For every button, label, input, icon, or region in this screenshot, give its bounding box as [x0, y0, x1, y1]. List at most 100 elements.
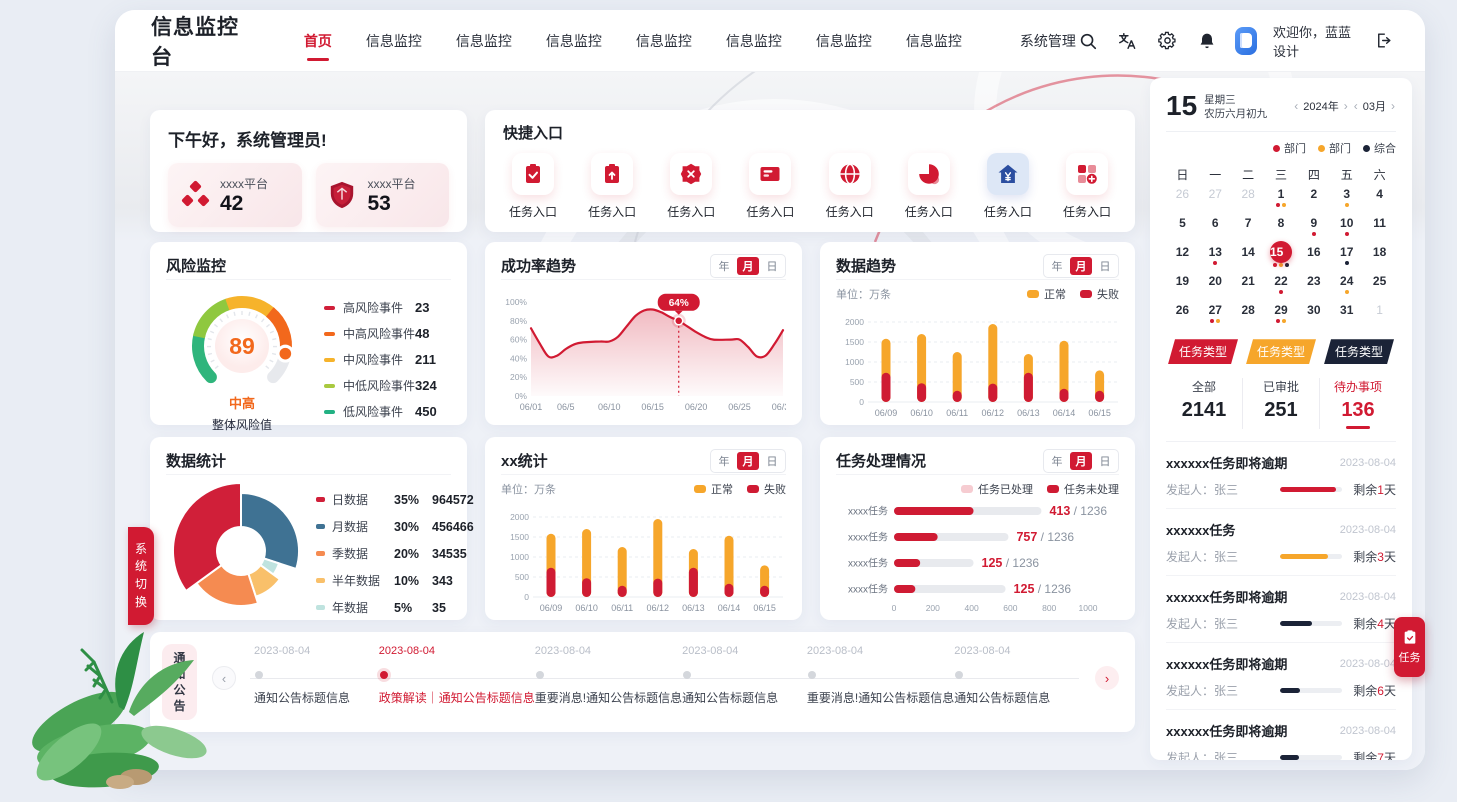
quick-entry-1[interactable]: 任务入口 [588, 153, 636, 220]
toggle-日[interactable]: 日 [766, 260, 778, 273]
search-icon[interactable] [1076, 26, 1100, 56]
calendar-cell-18[interactable]: 18 [1372, 245, 1387, 260]
year-prev-icon[interactable]: ‹ [1294, 99, 1299, 113]
stat-0[interactable]: 全部 2141 [1181, 380, 1227, 422]
toggle-日[interactable]: 日 [1099, 455, 1111, 468]
notice-item-4[interactable]: 2023-08-04 重要消息!通知公告标题信息 [807, 645, 954, 706]
todo-task-2[interactable]: xxxxxx任务即将逾期 2023-08-04 发起人：张三 剩余4天 [1166, 576, 1396, 644]
todo-task-3[interactable]: xxxxxx任务即将逾期 2023-08-04 发起人：张三 剩余6天 [1166, 643, 1396, 711]
calendar-cell-1[interactable]: 1 [1376, 303, 1383, 318]
settings-gear-icon[interactable] [1155, 26, 1179, 56]
toggle-年[interactable]: 年 [718, 455, 730, 468]
calendar-cell-16[interactable]: 16 [1307, 245, 1321, 260]
calendar-cell-14[interactable]: 14 [1241, 245, 1255, 260]
platform-card-1[interactable]: xxxx平台 53 [315, 163, 449, 227]
calendar-cell-30[interactable]: 30 [1307, 303, 1321, 318]
nav-item-4[interactable]: 信息监控 [635, 32, 692, 49]
notice-item-3[interactable]: 2023-08-04 通知公告标题信息 [682, 645, 807, 706]
calendar-cell-29[interactable]: 29 [1265, 302, 1298, 331]
calendar-cell-25[interactable]: 25 [1372, 274, 1387, 289]
calendar-cell-9[interactable]: 9 [1297, 215, 1330, 244]
translate-icon[interactable] [1116, 26, 1140, 56]
calendar-cell-5[interactable]: 5 [1179, 216, 1186, 231]
calendar-cell-2[interactable]: 2 [1310, 187, 1318, 202]
toggle-月[interactable]: 月 [737, 451, 759, 470]
system-switch-tab[interactable]: 系统切换 [128, 527, 154, 625]
calendar-cell-3[interactable]: 3 [1330, 186, 1363, 215]
notice-next-button[interactable]: › [1095, 666, 1119, 690]
calendar-cell-31[interactable]: 31 [1340, 303, 1354, 318]
quick-entry-3[interactable]: 任务入口 [746, 153, 794, 220]
calendar-cell-17[interactable]: 17 [1330, 244, 1363, 273]
toggle-年[interactable]: 年 [1051, 260, 1063, 273]
month-prev-icon[interactable]: ‹ [1353, 99, 1358, 113]
calendar-cell-13[interactable]: 13 [1199, 244, 1232, 273]
quick-entry-6[interactable]: 任务入口 [984, 153, 1032, 220]
calendar-cell-26[interactable]: 26 [1175, 303, 1190, 318]
quick-entry-4[interactable]: 任务入口 [826, 153, 874, 220]
todo-task-0[interactable]: xxxxxx任务即将逾期 2023-08-04 发起人：张三 剩余1天 [1166, 442, 1396, 510]
bell-icon[interactable] [1195, 26, 1219, 56]
calendar-cell-22[interactable]: 22 [1265, 273, 1298, 302]
notice-item-2[interactable]: 2023-08-04 重要消息!通知公告标题信息 [535, 645, 682, 706]
shield-icon [328, 180, 358, 210]
calendar-cell-23[interactable]: 23 [1307, 274, 1321, 289]
calendar-month[interactable]: 03月 [1362, 101, 1386, 113]
calendar-cell-27[interactable]: 27 [1208, 187, 1222, 202]
quick-entry-5[interactable]: 任务入口 [905, 153, 953, 220]
calendar-cell-6[interactable]: 6 [1211, 216, 1219, 231]
nav-item-8[interactable]: 系统管理 [1019, 32, 1076, 49]
nav-item-1[interactable]: 信息监控 [365, 32, 422, 49]
task-float-button[interactable]: 任务 [1394, 617, 1425, 677]
quick-entry-7[interactable]: 任务入口 [1063, 153, 1111, 220]
calendar-cell-1[interactable]: 1 [1265, 186, 1298, 215]
calendar-year[interactable]: 2024年 [1303, 101, 1339, 113]
calendar-cell-12[interactable]: 12 [1175, 245, 1190, 260]
calendar-cell-4[interactable]: 4 [1376, 187, 1383, 202]
toggle-日[interactable]: 日 [766, 455, 778, 468]
calendar-cell-10[interactable]: 10 [1330, 215, 1363, 244]
user-avatar[interactable] [1234, 26, 1257, 55]
calendar-cell-11[interactable]: 11 [1373, 216, 1386, 231]
notice-item-5[interactable]: 2023-08-04 通知公告标题信息 [954, 645, 1079, 706]
todo-task-4[interactable]: xxxxxx任务即将逾期 2023-08-04 发起人：张三 剩余7天 [1166, 710, 1396, 760]
notice-item-1[interactable]: 2023-08-04 政策解读｜通知公告标题信息 [379, 645, 535, 706]
task-type-button-0[interactable]: 任务类型 [1168, 339, 1238, 365]
nav-item-3[interactable]: 信息监控 [545, 32, 602, 49]
calendar-cell-24[interactable]: 24 [1330, 273, 1363, 302]
month-next-icon[interactable]: › [1391, 99, 1395, 113]
task-type-button-1[interactable]: 任务类型 [1246, 339, 1316, 365]
calendar-cell-8[interactable]: 8 [1277, 216, 1285, 231]
calendar-cell-7[interactable]: 7 [1244, 216, 1252, 231]
calendar-cell-26[interactable]: 26 [1175, 187, 1190, 202]
nav-item-7[interactable]: 信息监控 [905, 32, 962, 49]
stat-2[interactable]: 待办事项 136 [1319, 378, 1396, 430]
calendar-cell-28[interactable]: 28 [1241, 303, 1255, 318]
quick-entry-2[interactable]: 任务入口 [667, 153, 715, 220]
toggle-月[interactable]: 月 [1070, 451, 1092, 470]
calendar-cell-15[interactable]: 15 [1265, 241, 1298, 273]
toggle-月[interactable]: 月 [737, 256, 759, 275]
nav-item-6[interactable]: 信息监控 [815, 32, 872, 49]
calendar-cell-19[interactable]: 19 [1175, 274, 1190, 289]
notice-prev-button[interactable]: ‹ [212, 666, 236, 690]
calendar-cell-28[interactable]: 28 [1241, 187, 1255, 202]
todo-task-1[interactable]: xxxxxx任务 2023-08-04 发起人：张三 剩余3天 [1166, 509, 1396, 577]
calendar-cell-20[interactable]: 20 [1208, 274, 1222, 289]
toggle-日[interactable]: 日 [1099, 260, 1111, 273]
toggle-月[interactable]: 月 [1070, 256, 1092, 275]
notice-item-0[interactable]: 2023-08-04 通知公告标题信息 [254, 645, 379, 706]
platform-card-0[interactable]: xxxx平台 42 [168, 163, 302, 227]
nav-item-2[interactable]: 信息监控 [455, 32, 512, 49]
nav-item-5[interactable]: 信息监控 [725, 32, 782, 49]
toggle-年[interactable]: 年 [718, 260, 730, 273]
quick-entry-0[interactable]: 任务入口 [509, 153, 557, 220]
calendar-cell-27[interactable]: 27 [1199, 302, 1232, 331]
task-type-button-2[interactable]: 任务类型 [1324, 339, 1394, 365]
year-next-icon[interactable]: › [1343, 99, 1348, 113]
logout-icon[interactable] [1371, 26, 1395, 56]
toggle-年[interactable]: 年 [1051, 455, 1063, 468]
stat-1[interactable]: 已审批 251 [1242, 378, 1319, 430]
calendar-cell-21[interactable]: 21 [1241, 274, 1255, 289]
nav-item-0[interactable]: 首页 [304, 25, 332, 57]
